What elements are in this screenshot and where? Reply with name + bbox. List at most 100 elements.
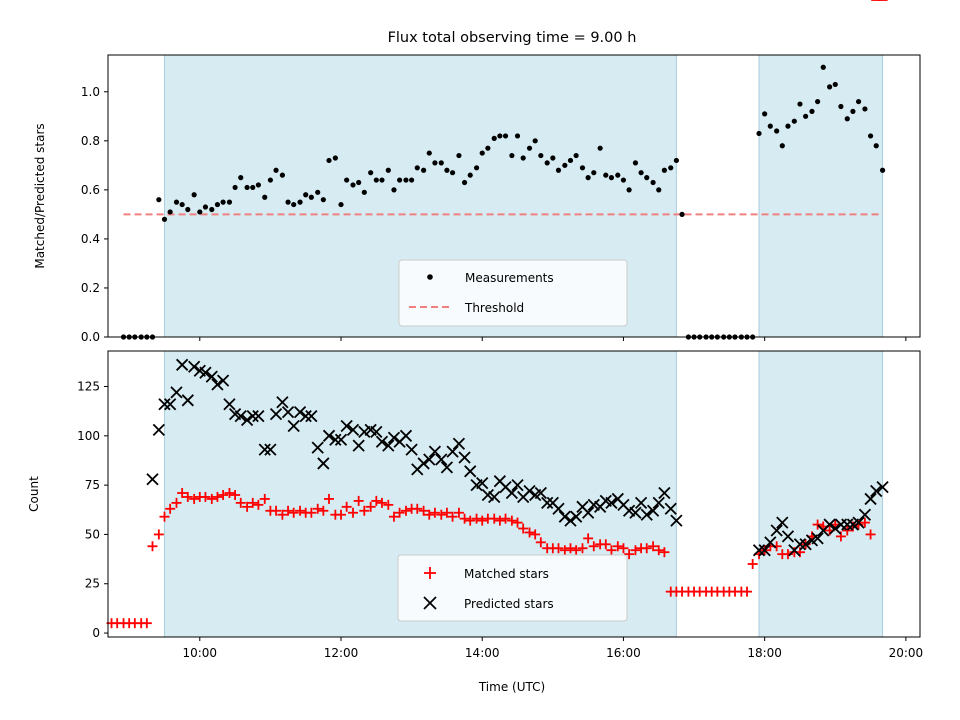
matched-star-point bbox=[859, 517, 870, 528]
predicted-star-point bbox=[287, 419, 300, 433]
predicted-star-stroke bbox=[170, 386, 183, 399]
measurement-point bbox=[414, 165, 420, 171]
measurement-point bbox=[538, 152, 544, 159]
predicted-star-point bbox=[569, 510, 583, 523]
predicted-star-stroke bbox=[293, 406, 307, 419]
matched-star-point bbox=[742, 586, 753, 597]
predicted-star-stroke bbox=[281, 406, 295, 419]
predicted-star-point bbox=[423, 453, 436, 466]
measurement-point bbox=[167, 209, 173, 215]
matched-star-point bbox=[388, 511, 399, 522]
measurement-point bbox=[620, 177, 627, 183]
predicted-star-stroke bbox=[405, 443, 418, 456]
top-y-ticks: 0.0 0.2 0.4 0.6 0.8 1.0 bbox=[81, 85, 108, 344]
measurement-point bbox=[803, 113, 809, 119]
predicted-star-point bbox=[258, 443, 271, 456]
predicted-star-stroke bbox=[223, 398, 236, 411]
predicted-star-stroke bbox=[670, 514, 683, 527]
measurement-point bbox=[815, 98, 821, 105]
predicted-star-point bbox=[322, 429, 336, 442]
measurement-point bbox=[656, 187, 662, 193]
predicted-star-stroke bbox=[505, 486, 519, 500]
measurement-point bbox=[385, 167, 391, 173]
matched-star-point bbox=[624, 549, 635, 560]
predicted-star-point bbox=[841, 518, 854, 531]
bottom-axes-frame bbox=[107, 350, 921, 638]
predicted-star-point bbox=[658, 486, 671, 500]
measurement-point bbox=[785, 123, 791, 129]
predicted-star-point bbox=[534, 486, 547, 500]
predicted-star-stroke bbox=[352, 439, 365, 452]
top-y-tick-label: 0.4 bbox=[81, 232, 100, 246]
matched-star-point bbox=[212, 491, 223, 502]
matched-star-point bbox=[477, 515, 488, 526]
matched-star-point bbox=[853, 519, 864, 530]
measurement-point bbox=[449, 170, 456, 176]
predicted-star-stroke bbox=[276, 396, 289, 409]
predicted-star-point bbox=[776, 516, 789, 529]
predicted-star-stroke bbox=[781, 530, 795, 543]
predicted-star-point bbox=[640, 508, 653, 521]
matched-star-point bbox=[365, 501, 376, 512]
matched-star-point bbox=[453, 507, 464, 518]
measurement-point bbox=[432, 160, 438, 166]
measurement-point bbox=[350, 182, 356, 188]
bottom-y-tick-label: 125 bbox=[77, 380, 100, 394]
measurement-point bbox=[244, 184, 250, 191]
predicted-star-stroke bbox=[534, 486, 547, 500]
predicted-star-stroke bbox=[658, 486, 671, 500]
predicted-star-stroke bbox=[770, 524, 783, 537]
predicted-star-stroke bbox=[382, 439, 395, 452]
measurement-point bbox=[756, 130, 762, 137]
predicted-star-point bbox=[870, 484, 883, 498]
predicted-star-point bbox=[829, 522, 842, 535]
predicted-star-stroke bbox=[258, 443, 271, 456]
predicted-star-point bbox=[269, 407, 283, 421]
matched-star-point bbox=[253, 499, 264, 510]
predicted-star-point bbox=[564, 514, 577, 527]
matched-star-point bbox=[465, 515, 476, 526]
measurement-point bbox=[368, 170, 374, 176]
predicted-star-point bbox=[276, 396, 289, 409]
bottom-y-axis-label: Count bbox=[27, 476, 41, 512]
predicted-star-point bbox=[264, 443, 277, 456]
predicted-star-point bbox=[864, 492, 877, 506]
predicted-star-stroke bbox=[340, 419, 353, 433]
predicted-star-stroke bbox=[287, 419, 300, 433]
matched-star-point bbox=[494, 515, 505, 526]
measurement-point bbox=[456, 152, 462, 159]
measurement-point bbox=[397, 177, 403, 183]
measurement-point bbox=[485, 145, 491, 151]
measurement-point bbox=[497, 133, 503, 139]
matched-star-point bbox=[659, 547, 670, 558]
predicted-star-stroke bbox=[240, 413, 254, 427]
measurement-point bbox=[444, 167, 450, 173]
predicted-star-stroke bbox=[329, 433, 342, 446]
predicted-star-point bbox=[629, 506, 642, 519]
measurement-point bbox=[638, 170, 644, 176]
predicted-star-stroke bbox=[458, 451, 471, 464]
measurements-series bbox=[120, 64, 886, 340]
predicted-star-point bbox=[435, 453, 448, 466]
measurement-point bbox=[591, 170, 597, 176]
predicted-star-point bbox=[770, 524, 783, 537]
predicted-star-stroke bbox=[640, 508, 653, 521]
predicted-star-stroke bbox=[799, 538, 812, 551]
top-y-tick-label: 0.0 bbox=[81, 330, 100, 344]
predicted-star-point bbox=[399, 429, 413, 442]
measurement-point bbox=[161, 216, 168, 222]
predicted-star-point bbox=[823, 518, 836, 531]
top-shaded-interval bbox=[758, 54, 884, 338]
measurement-point bbox=[426, 150, 432, 156]
predicted-star-point bbox=[552, 502, 565, 515]
measurement-point bbox=[361, 189, 367, 195]
predicted-star-stroke bbox=[605, 496, 618, 510]
measurement-point bbox=[473, 165, 480, 171]
predicted-star-stroke bbox=[876, 480, 889, 494]
measurement-point bbox=[550, 155, 556, 161]
bottom-x-tick-label: 10:00 bbox=[182, 646, 217, 660]
bottom-x-tick-label: 12:00 bbox=[324, 646, 359, 660]
bottom-y-ticks: 0 25 50 75 100 125 bbox=[77, 380, 108, 640]
matched-star-point bbox=[553, 543, 564, 554]
